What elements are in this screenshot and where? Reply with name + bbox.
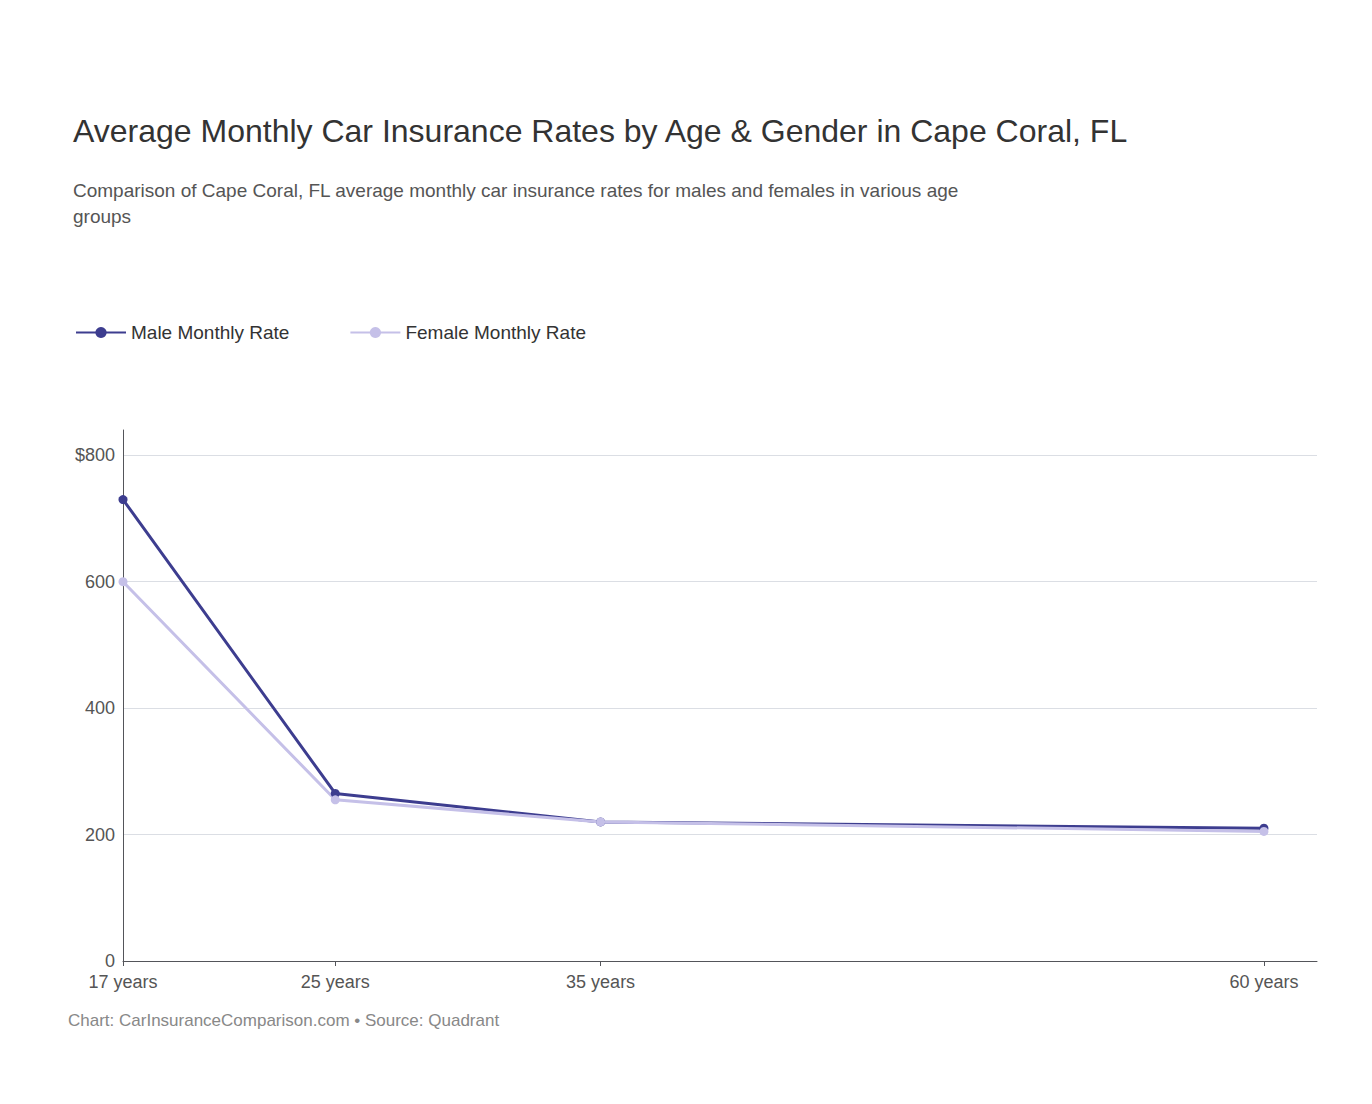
svg-text:200: 200 [85,825,115,845]
svg-text:600: 600 [85,572,115,592]
svg-text:groups: groups [73,206,131,227]
svg-text:$800: $800 [75,445,115,465]
svg-text:400: 400 [85,698,115,718]
svg-text:Female Monthly Rate: Female Monthly Rate [405,322,586,343]
svg-text:17 years: 17 years [88,972,157,992]
svg-text:35 years: 35 years [566,972,635,992]
svg-text:Male Monthly Rate: Male Monthly Rate [131,322,289,343]
svg-text:Comparison of Cape Coral, FL a: Comparison of Cape Coral, FL average mon… [73,180,958,201]
svg-text:Chart: CarInsuranceComparison.: Chart: CarInsuranceComparison.com • Sour… [68,1011,499,1030]
svg-text:Average Monthly Car Insurance: Average Monthly Car Insurance Rates by A… [73,113,1127,149]
svg-text:60 years: 60 years [1229,972,1298,992]
svg-text:25 years: 25 years [301,972,370,992]
svg-text:0: 0 [105,951,115,971]
